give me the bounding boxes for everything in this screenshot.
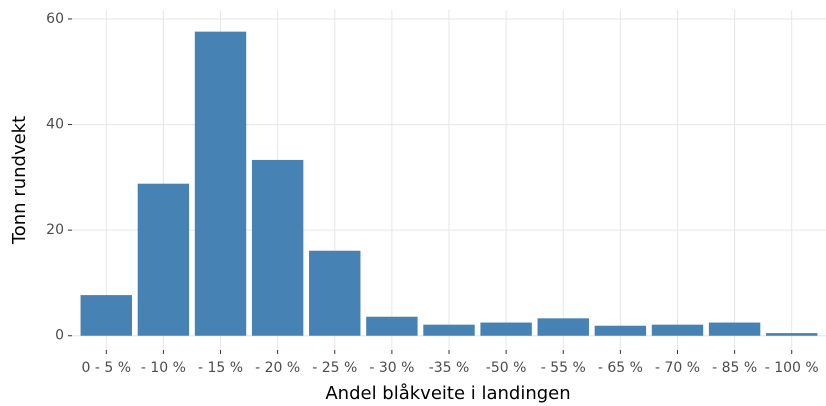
x-tick-label: -50 %: [486, 360, 527, 376]
x-tick-label: - 20 %: [255, 360, 300, 376]
y-tick-label: 0: [55, 328, 64, 344]
y-tick-label: 40: [46, 117, 64, 133]
x-tick-label: 0 - 5 %: [82, 360, 132, 376]
bar: [309, 250, 361, 336]
bar: [423, 324, 475, 336]
bar: [480, 322, 532, 336]
x-tick-label: -35 %: [429, 360, 470, 376]
bar: [708, 322, 761, 336]
y-tick-label: 60: [46, 11, 64, 27]
y-tick-label: 20: [46, 222, 64, 238]
x-axis-title: Andel blåkveite i landingen: [325, 383, 570, 404]
bar: [594, 325, 647, 336]
bar: [766, 333, 818, 336]
x-tick-label: - 55 %: [541, 360, 586, 376]
bar: [80, 295, 132, 336]
bar: [137, 183, 190, 336]
x-tick-label: - 30 %: [369, 360, 414, 376]
x-tick-label: - 25 %: [312, 360, 357, 376]
x-tick-label: - 15 %: [198, 360, 243, 376]
bar: [366, 316, 418, 336]
x-tick-label: - 10 %: [141, 360, 186, 376]
x-tick-label: - 65 %: [598, 360, 643, 376]
x-tick-label: - 100 %: [765, 360, 819, 376]
bar: [537, 318, 589, 336]
y-axis-title: Tonn rundvekt: [9, 116, 30, 245]
bar: [194, 31, 247, 336]
x-tick-label: - 70 %: [655, 360, 700, 376]
x-tick-label: - 85 %: [712, 360, 757, 376]
bar: [651, 324, 704, 336]
bar: [251, 159, 304, 336]
